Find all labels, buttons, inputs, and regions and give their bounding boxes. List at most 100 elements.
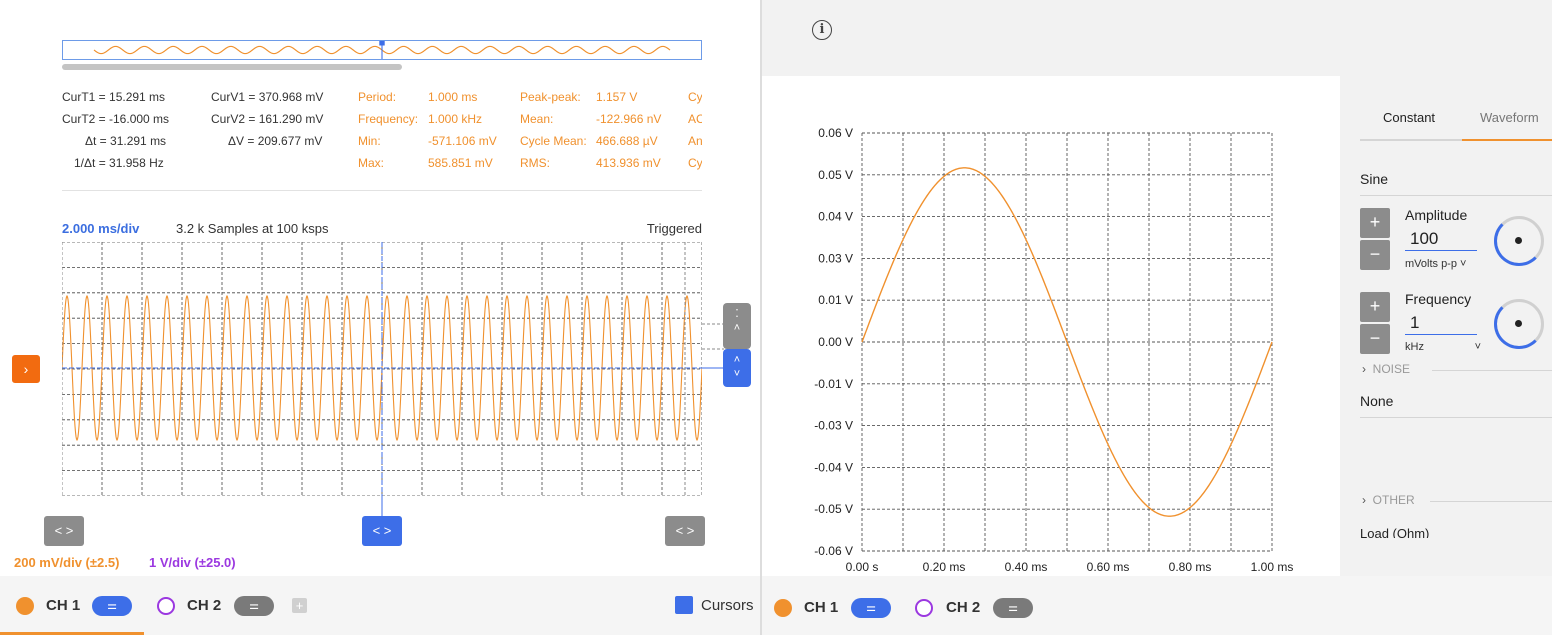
cursors-checkbox[interactable] bbox=[675, 596, 693, 614]
noise-section-label: NOISE bbox=[1372, 362, 1411, 376]
waveform-type-select[interactable]: Sine bbox=[1360, 171, 1389, 187]
curv2-value: CurV2 = 161.290 mV bbox=[211, 112, 324, 126]
frequency-value: 1.000 kHz bbox=[428, 112, 483, 126]
awg-ch1-settings-button[interactable]: ⚌ bbox=[851, 598, 891, 618]
add-channel-button[interactable]: + bbox=[292, 598, 307, 613]
noise-section-toggle[interactable]: › NOISE bbox=[1362, 362, 1410, 376]
amplitude-decrease-button[interactable]: − bbox=[1360, 240, 1390, 270]
frequency-decrease-button[interactable]: − bbox=[1360, 324, 1390, 354]
ch1-scale-label[interactable]: 200 mV/div (±2.5) bbox=[14, 555, 120, 570]
awg-series-line bbox=[861, 167, 1273, 517]
frequency-knob-arc bbox=[1494, 299, 1544, 349]
measurement-divider bbox=[62, 190, 702, 191]
meas-labels-2: Peak-peak: Mean: Cycle Mean: RMS: bbox=[520, 86, 587, 174]
awg-ch2-settings-button[interactable]: ⚌ bbox=[993, 598, 1033, 618]
awg-y-tick-label: -0.01 V bbox=[814, 377, 853, 391]
awg-ch1-label: CH 1 bbox=[804, 599, 839, 616]
awg-y-tick-label: -0.06 V bbox=[814, 544, 853, 558]
ch1-offset-handle[interactable]: › bbox=[12, 355, 40, 383]
awg-x-tick-label: 0.20 ms bbox=[923, 560, 966, 574]
overview-scrollbar[interactable] bbox=[62, 64, 402, 70]
chevron-right-icon: › bbox=[1362, 493, 1366, 507]
cursor-t2-handle[interactable]: < > bbox=[665, 516, 705, 546]
inv-delta-t-value: 1/Δt = 31.958 Hz bbox=[74, 156, 164, 170]
delta-v-value: ΔV = 209.677 mV bbox=[228, 134, 323, 148]
awg-x-tick-label: 0.80 ms bbox=[1169, 560, 1212, 574]
tab-constant[interactable]: Constant bbox=[1383, 110, 1436, 125]
trigger-marker-connector bbox=[381, 496, 383, 518]
awg-x-tick-label: 0.60 ms bbox=[1087, 560, 1130, 574]
active-channel-underline bbox=[0, 632, 144, 635]
trigger-status: Triggered bbox=[646, 221, 702, 236]
info-icon[interactable]: i bbox=[812, 20, 832, 40]
awg-ch2-label: CH 2 bbox=[946, 599, 981, 616]
ch1-indicator[interactable] bbox=[16, 597, 34, 615]
amplitude-input[interactable]: 100 bbox=[1405, 228, 1477, 251]
other-section-toggle[interactable]: › OTHER bbox=[1362, 493, 1415, 507]
cursor-t1-handle[interactable]: < > bbox=[44, 516, 84, 546]
curt1-value: CurT1 = 15.291 ms bbox=[62, 90, 166, 104]
ch2-scale-label[interactable]: 1 V/div (±25.0) bbox=[149, 555, 236, 570]
mean-label: Mean: bbox=[520, 112, 554, 126]
meas-cut-1: Cy bbox=[688, 90, 702, 104]
period-label: Period: bbox=[358, 90, 397, 104]
max-label: Max: bbox=[358, 156, 385, 170]
awg-x-tick-label: 1.00 ms bbox=[1251, 560, 1294, 574]
trigger-position-handle[interactable]: < > bbox=[362, 516, 402, 546]
tab-underline bbox=[1360, 139, 1552, 141]
awg-header bbox=[762, 0, 1552, 76]
ch1-label: CH 1 bbox=[46, 597, 81, 614]
amplitude-knob[interactable] bbox=[1494, 216, 1544, 266]
ch2-indicator[interactable] bbox=[157, 597, 175, 615]
trigger-level-handle[interactable]: ˄ ˅ bbox=[723, 349, 751, 387]
amplitude-unit-select[interactable]: mVolts p-p ˅ bbox=[1405, 258, 1466, 270]
amplitude-unit-text: mVolts p-p bbox=[1405, 258, 1457, 270]
cursor-v-handles[interactable]: ⁚ ˄ bbox=[723, 303, 751, 349]
timebase-label[interactable]: 2.000 ms/div bbox=[62, 221, 140, 236]
awg-y-tick-label: 0.00 V bbox=[818, 335, 853, 349]
min-value: -571.106 mV bbox=[428, 134, 497, 148]
awg-plot-area: 0.06 V 0.05 V 0.04 V 0.03 V 0.01 V 0.00 V -0.0… bbox=[762, 76, 1340, 576]
other-section-line bbox=[1430, 501, 1552, 502]
awg-chart[interactable]: 0.06 V 0.05 V 0.04 V 0.03 V 0.01 V 0.00 V -0.0… bbox=[762, 76, 1340, 576]
amplitude-label: Amplitude bbox=[1405, 207, 1468, 223]
load-label: Load (Ohm) bbox=[1360, 526, 1430, 538]
scope-plot[interactable] bbox=[62, 242, 702, 496]
frequency-unit-select[interactable]: kHz ˅ bbox=[1405, 341, 1481, 353]
noise-type-select[interactable]: None bbox=[1360, 393, 1394, 409]
awg-ch2-indicator[interactable] bbox=[915, 599, 933, 617]
frequency-knob[interactable] bbox=[1494, 299, 1544, 349]
samples-label: 3.2 k Samples at 100 ksps bbox=[176, 221, 329, 236]
max-value: 585.851 mV bbox=[428, 156, 493, 170]
noise-section-line bbox=[1432, 370, 1552, 371]
meas-values-1: 1.000 ms 1.000 kHz -571.106 mV 585.851 m… bbox=[428, 86, 497, 174]
frequency-label: Frequency bbox=[1405, 291, 1472, 307]
meas-labels-3-clipped: Cy AC An Cy bbox=[688, 86, 702, 174]
other-section-label: OTHER bbox=[1372, 493, 1415, 507]
rms-value: 413.936 mV bbox=[596, 156, 661, 170]
rms-label: RMS: bbox=[520, 156, 550, 170]
amplitude-increase-button[interactable]: + bbox=[1360, 208, 1390, 238]
meas-cut-2: AC bbox=[688, 112, 702, 126]
waveform-type-underline bbox=[1360, 195, 1552, 196]
awg-y-tick-label: 0.04 V bbox=[818, 210, 853, 224]
ch2-settings-button[interactable]: ⚌ bbox=[234, 596, 274, 616]
awg-y-tick-label: 0.05 V bbox=[818, 168, 853, 182]
frequency-input[interactable]: 1 bbox=[1405, 312, 1477, 335]
peak-peak-value: 1.157 V bbox=[596, 90, 638, 104]
chevron-right-icon: › bbox=[1362, 362, 1366, 376]
overview-waveform[interactable] bbox=[62, 40, 702, 60]
chevron-down-icon: ˅ bbox=[1474, 341, 1481, 353]
ch1-settings-button[interactable]: ⚌ bbox=[92, 596, 132, 616]
peak-peak-label: Peak-peak: bbox=[520, 90, 581, 104]
panel-divider[interactable] bbox=[760, 0, 762, 635]
load-label-clip: Load (Ohm) bbox=[1360, 526, 1552, 538]
tab-waveform[interactable]: Waveform bbox=[1480, 110, 1539, 125]
awg-ch1-indicator[interactable] bbox=[774, 599, 792, 617]
awg-y-tick-label: 0.03 V bbox=[818, 251, 853, 265]
delta-t-value: Δt = 31.291 ms bbox=[85, 134, 167, 148]
knob-indicator-icon bbox=[1515, 320, 1522, 327]
frequency-label: Frequency: bbox=[358, 112, 419, 126]
frequency-increase-button[interactable]: + bbox=[1360, 292, 1390, 322]
